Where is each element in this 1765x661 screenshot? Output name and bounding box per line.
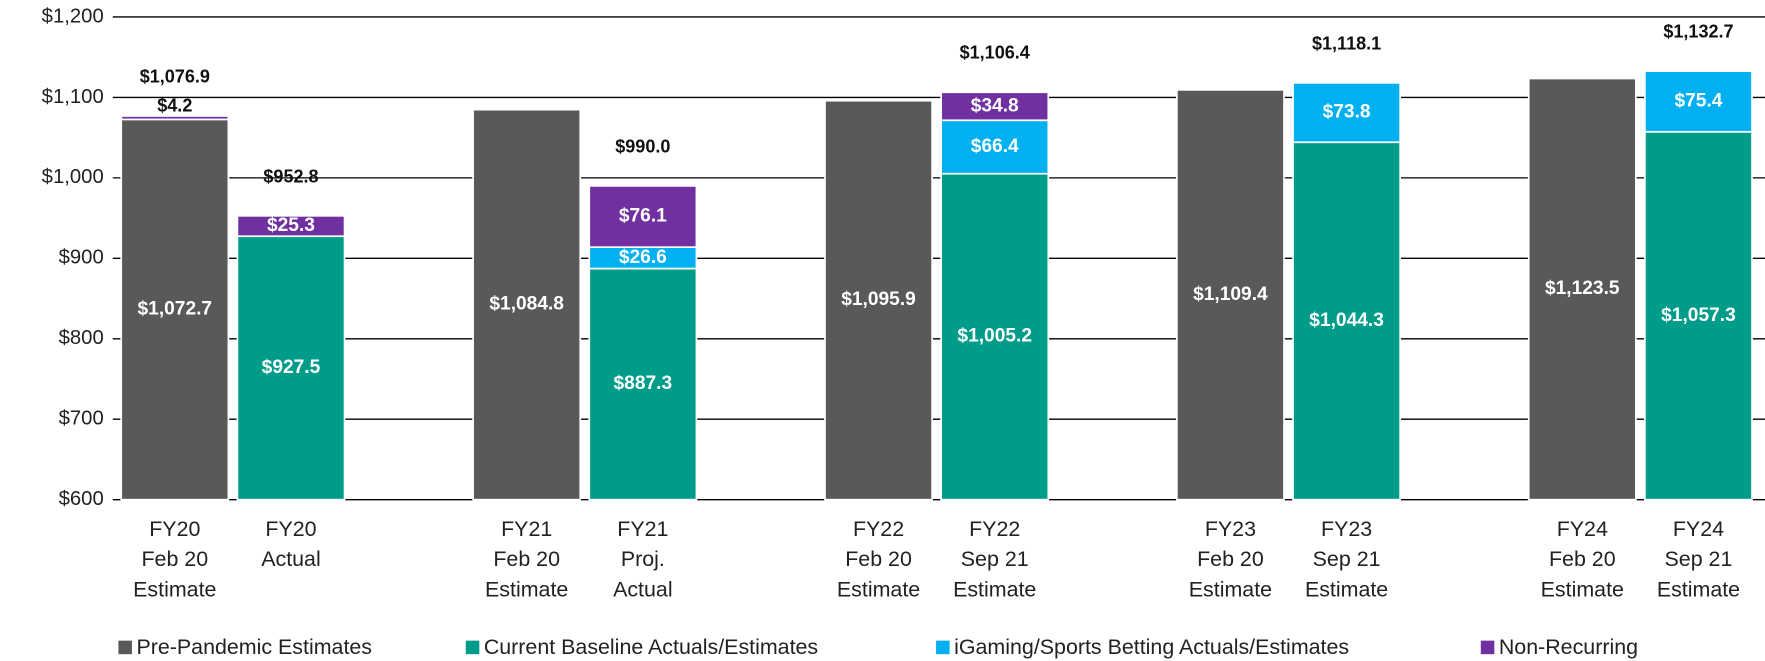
segment-label: $1,057.3 [1661,305,1736,326]
bar-segment [940,119,1050,175]
x-tick-label: FY22 [969,517,1020,541]
x-tick-label: FY23 [1205,517,1256,541]
total-label: $1,132.7 [1663,22,1733,42]
x-tick-label: Estimate [837,578,920,602]
bar-segment [588,185,698,248]
total-label: $990.0 [615,136,670,156]
segment-label: $75.4 [1674,91,1722,112]
x-tick-label: Feb 20 [845,547,912,571]
segment-label: $66.4 [971,136,1019,157]
bar-segment [588,267,698,501]
segment-label: $25.3 [267,215,315,236]
segment-label: $34.8 [971,95,1019,116]
y-tick-label: $700 [59,408,104,430]
bar-segment [236,214,346,238]
x-tick-label: Estimate [1541,578,1624,602]
bar-segment [1644,70,1753,133]
y-tick-label: $800 [59,327,104,349]
legend-label: Non-Recurring [1499,635,1638,659]
x-tick-label: Actual [613,578,673,602]
legend-swatch [936,640,950,655]
y-tick-label: $1,200 [42,5,104,27]
total-label: $1,076.9 [140,66,210,86]
x-tick-label: Proj. [621,547,665,571]
bar-segment [940,172,1050,501]
x-tick-label: FY24 [1557,517,1608,541]
x-tick-label: FY23 [1321,517,1372,541]
total-label: $1,118.1 [1312,33,1381,53]
x-tick-label: FY20 [149,517,200,541]
y-tick-label: $1,100 [42,86,104,108]
total-label: $1,106.4 [960,43,1030,63]
bar-segment [120,118,230,501]
x-tick-label: FY22 [853,517,904,541]
segment-label: $76.1 [619,206,667,227]
y-tick-label: $1,000 [42,166,104,188]
x-tick-label: Estimate [485,578,568,602]
legend-swatch [465,640,480,655]
bar-segment [1176,89,1285,501]
x-tick-label: Estimate [1189,578,1272,602]
segment-label: $1,005.2 [957,326,1032,347]
legend-label: Pre-Pandemic Estimates [136,635,372,659]
x-tick-label: Sep 21 [1313,547,1381,571]
x-tick-label: Feb 20 [1197,547,1264,571]
legend-label: iGaming/Sports Betting Actuals/Estimates [954,635,1349,659]
bar-segment [236,235,346,501]
x-tick-label: Feb 20 [141,547,208,571]
legend-swatch [118,640,132,655]
x-tick-label: Feb 20 [493,547,560,571]
x-tick-label: Estimate [133,578,216,602]
total-label: $952.8 [263,166,318,186]
segment-label: $887.3 [614,373,673,394]
segment-label: $26.6 [619,247,667,268]
bar-segment [472,108,582,501]
x-tick-label: Estimate [1305,578,1388,602]
segment-label: $1,123.5 [1545,278,1620,299]
segment-label: $4.2 [157,96,192,116]
bar-segment [1644,130,1753,501]
legend-label: Current Baseline Actuals/Estimates [484,635,818,659]
legend-swatch [1480,640,1495,655]
x-tick-label: FY20 [265,517,316,541]
x-tick-label: Estimate [953,578,1036,602]
segment-label: $1,084.8 [489,294,564,315]
bar-segment [1527,77,1637,501]
x-tick-label: Feb 20 [1549,547,1616,571]
x-tick-label: FY21 [617,517,668,541]
bar-segment [120,115,230,121]
segment-label: $1,072.7 [138,299,213,320]
segment-label: $1,095.9 [841,289,916,310]
y-tick-label: $900 [59,247,104,269]
y-tick-label: $600 [59,488,104,510]
x-tick-label: Actual [261,547,321,571]
x-tick-label: FY24 [1673,517,1724,541]
x-tick-label: FY21 [501,517,552,541]
x-tick-label: Estimate [1657,578,1740,602]
bar-segment [940,91,1050,122]
bar-segment [1292,82,1402,144]
segment-label: $1,044.3 [1309,310,1384,331]
segment-label: $1,109.4 [1193,284,1268,305]
x-tick-label: Sep 21 [1665,547,1733,571]
segment-label: $927.5 [262,357,321,378]
segment-label: $73.8 [1323,102,1371,123]
x-tick-label: Sep 21 [961,547,1029,571]
bar-segment [824,99,933,501]
